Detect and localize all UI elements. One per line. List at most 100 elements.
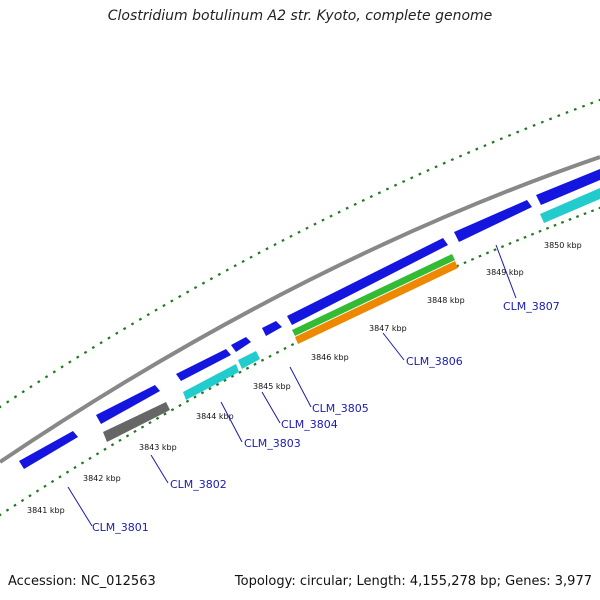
track-dot (238, 370, 242, 374)
cds-arrow (287, 238, 448, 325)
cds-arrow (262, 321, 282, 336)
cyan-feature (183, 364, 239, 400)
track-dot (470, 257, 475, 261)
leader-line (67, 486, 93, 527)
tick-label: 3844 kbp (196, 412, 234, 421)
track-dot (275, 350, 280, 354)
track-dot (478, 254, 482, 258)
outer-dotted-track (0, 98, 600, 409)
track-dot (80, 461, 85, 465)
track-dot (50, 479, 55, 484)
leader-line (220, 401, 243, 443)
track-dot (434, 165, 438, 169)
track-dot (185, 399, 190, 403)
track-dot (483, 144, 487, 148)
track-dot (450, 158, 454, 162)
tick-label: 3847 kbp (369, 324, 407, 333)
track-dot (60, 365, 64, 369)
gene-label[interactable]: CLM_3801 (92, 521, 149, 534)
cyan-feature (540, 188, 600, 223)
gene-label[interactable]: CLM_3802 (170, 478, 227, 491)
track-dot (140, 425, 145, 429)
track-dot (21, 390, 25, 394)
track-dot (95, 452, 100, 456)
leader-line (261, 391, 281, 424)
track-dot (253, 362, 257, 366)
track-dot (283, 346, 287, 351)
tick-label: 3846 kbp (311, 353, 349, 362)
cds-arrow (454, 200, 532, 242)
track-dot (260, 358, 265, 362)
track-dot (200, 391, 205, 395)
track-dot (99, 341, 103, 345)
genome-summary-text: Topology: circular; Length: 4,155,278 bp… (234, 574, 592, 589)
track-dot (548, 117, 553, 121)
track-dot (245, 366, 250, 370)
tick-label: 3848 kbp (427, 296, 465, 305)
track-dot (125, 434, 130, 438)
track-dot (321, 218, 325, 222)
track-dot (560, 220, 565, 224)
gene-label[interactable]: CLM_3803 (244, 437, 301, 450)
track-dot (426, 168, 430, 172)
track-dot (201, 281, 206, 285)
track-dot (225, 268, 229, 272)
track-dot (393, 183, 398, 187)
track-dot (545, 226, 550, 230)
leader-line (382, 332, 405, 361)
track-dot (223, 378, 227, 383)
track-dot (110, 443, 115, 447)
track-dot (458, 154, 463, 158)
track-dot (540, 120, 544, 124)
track-dot (6, 400, 10, 404)
track-dot (305, 226, 309, 230)
track-dot (178, 403, 182, 408)
kbp-tick-labels: 3841 kbp 3842 kbp 3843 kbp 3844 kbp 3845… (27, 241, 582, 515)
leader-line (150, 454, 169, 484)
track-dot (107, 336, 111, 340)
forward-strand-features (19, 169, 600, 469)
gene-label[interactable]: CLM_3804 (281, 418, 338, 431)
track-dot (13, 395, 18, 399)
track-dot (20, 498, 25, 503)
track-dot (268, 354, 272, 358)
gene-leader-lines (67, 244, 517, 527)
track-dot (565, 110, 569, 114)
track-dot (273, 242, 277, 247)
tick-label: 3843 kbp (139, 443, 177, 452)
track-dot (193, 285, 198, 290)
gene-label[interactable]: CLM_3805 (312, 402, 369, 415)
track-dot (524, 127, 528, 131)
track-dot (138, 317, 143, 321)
track-dot (146, 313, 150, 317)
track-dot (0, 513, 2, 517)
track-dot (133, 429, 137, 434)
track-dot (515, 238, 520, 242)
tick-label: 3849 kbp (486, 268, 524, 277)
cds-arrow (19, 431, 78, 469)
track-dot (44, 375, 49, 379)
track-dot (557, 114, 561, 118)
track-dot (289, 234, 293, 238)
track-dot (257, 251, 261, 255)
track-dot (532, 123, 536, 127)
track-dot (217, 272, 221, 276)
track-dot (52, 370, 56, 374)
track-dot (345, 206, 349, 210)
track-dot (361, 198, 365, 202)
track-dot (442, 161, 446, 165)
track-dot (290, 343, 295, 347)
gene-label[interactable]: CLM_3806 (406, 355, 463, 368)
map-title: Clostridium botulinum A2 str. Kyoto, com… (107, 8, 493, 24)
track-dot (568, 217, 572, 221)
track-dot (130, 322, 135, 326)
track-dot (485, 251, 490, 255)
track-dot (83, 350, 88, 354)
track-dot (590, 101, 594, 105)
track-dot (68, 360, 72, 364)
track-dot (76, 355, 80, 359)
track-dot (329, 214, 333, 218)
leader-line (289, 366, 312, 408)
track-dot (353, 202, 357, 206)
gene-label[interactable]: CLM_3807 (503, 300, 560, 313)
